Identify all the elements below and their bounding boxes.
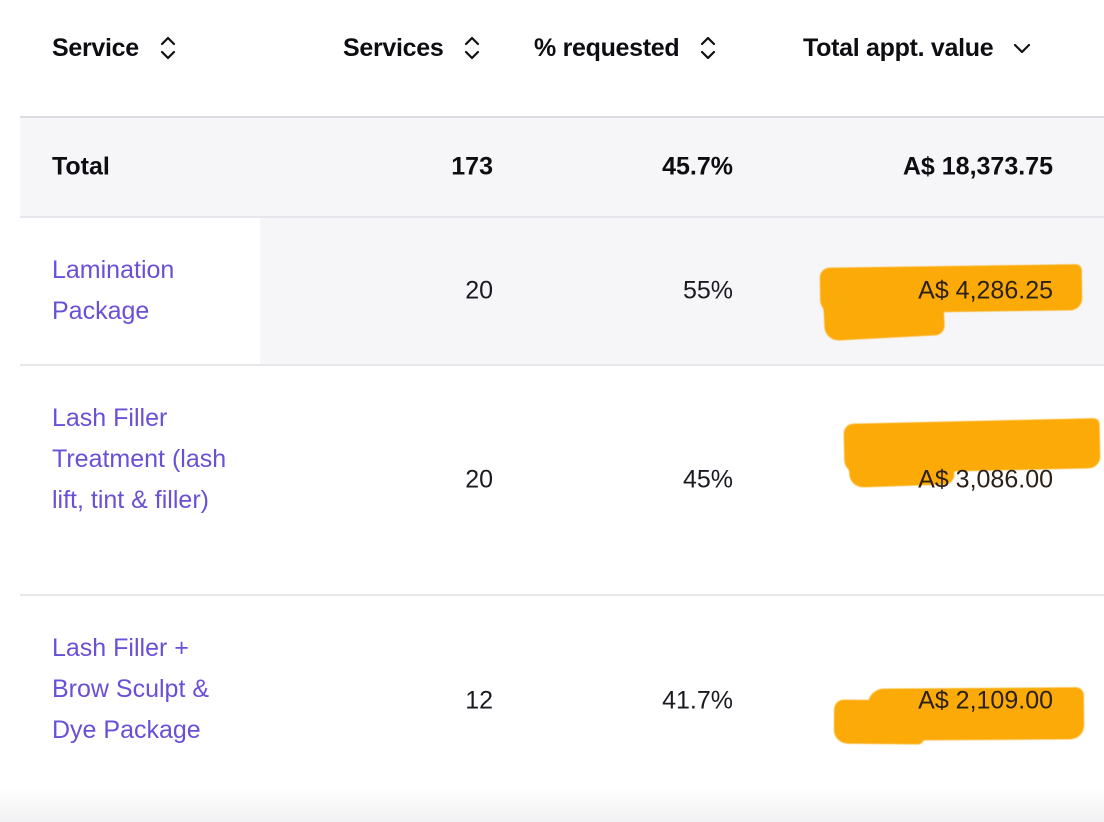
column-header-services[interactable]: Services [343,30,481,66]
column-header-label: Total appt. value [803,33,994,62]
column-header-total-value[interactable]: Total appt. value [803,30,1031,66]
requested-percent: 41.7% [662,686,733,715]
column-header-label: Service [52,33,139,62]
column-header-service[interactable]: Service [52,30,177,66]
column-header-label: % requested [534,33,680,62]
sort-both-icon[interactable] [699,33,717,63]
services-count: 12 [465,686,493,715]
total-services: 173 [451,152,493,181]
total-value: A$ 18,373.75 [902,152,1053,181]
table-header: Service Services % requested Total appt.… [20,0,1104,118]
appt-value: A$ 2,109.00 [918,686,1053,715]
column-header-requested[interactable]: % requested [534,30,717,66]
column-header-label: Services [343,33,444,62]
service-link[interactable]: Lash Filler + Brow Sculpt & Dye Package [52,634,210,744]
sort-both-icon[interactable] [159,33,177,63]
sort-both-icon[interactable] [463,33,481,63]
services-count: 20 [465,465,493,494]
services-table: Service Services % requested Total appt.… [20,0,1104,806]
appt-value: A$ 3,086.00 [918,465,1053,494]
table-row: Lash Filler + Brow Sculpt & Dye Package … [20,596,1104,806]
total-row: Total 173 45.7% A$ 18,373.75 [20,118,1104,218]
service-link[interactable]: Lamination Package [52,256,175,325]
sort-descending-icon[interactable] [1013,33,1031,63]
service-link[interactable]: Lash Filler Treatment (lash lift, tint &… [52,404,227,514]
table-row: Lash Filler Treatment (lash lift, tint &… [20,366,1104,596]
table-row: Lamination Package 20 55% A$ 4,286.25 [20,218,1104,366]
total-requested: 45.7% [662,152,733,181]
requested-percent: 45% [682,465,733,494]
requested-percent: 55% [682,276,733,305]
bottom-fade [0,788,1104,822]
total-label: Total [52,152,110,181]
appt-value: A$ 4,286.25 [918,276,1053,305]
services-count: 20 [465,276,493,305]
